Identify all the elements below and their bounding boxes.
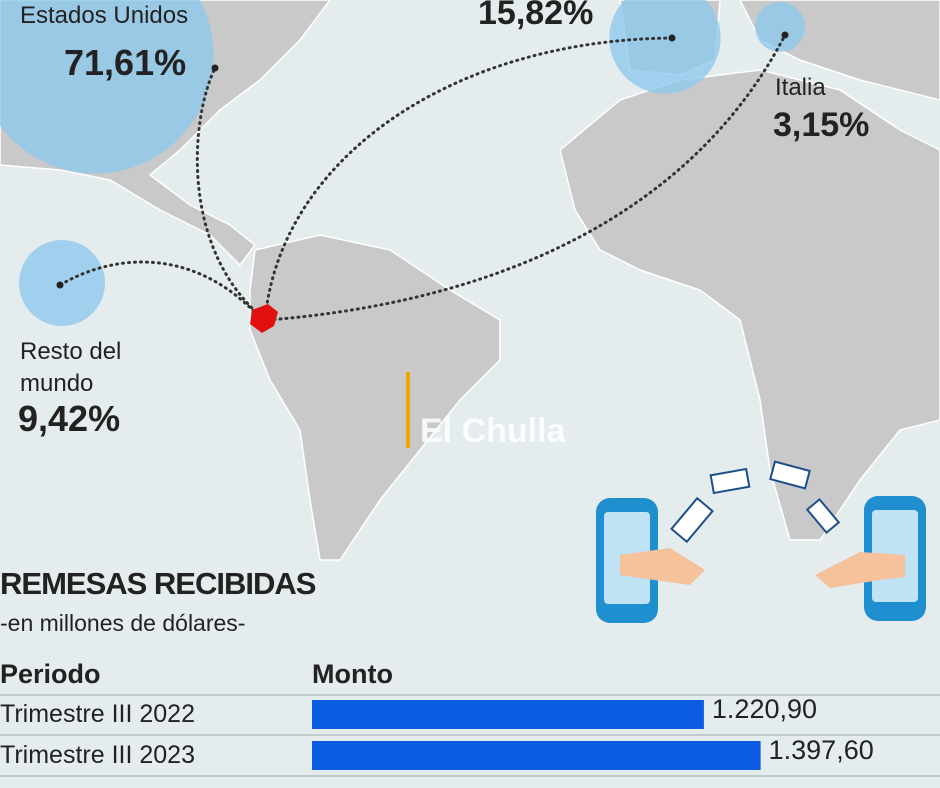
row-label: Trimestre III 2023 [0,741,195,769]
bubble-value: 3,15% [773,106,870,144]
row-label: Trimestre III 2022 [0,700,195,728]
chart-subtitle: -en millones de dólares- [0,610,246,636]
bubble-value: 71,61% [64,42,187,83]
bar-value: 1.397,60 [768,735,874,765]
bubble [755,2,805,52]
column-header: Monto [312,659,393,689]
bar-value: 1.220,90 [711,694,818,724]
bubble-dot [781,31,789,39]
bubble-name: Italia [775,74,826,101]
chart-title: REMESAS RECIBIDAS [0,566,316,601]
bubble-value: 9,42% [18,398,121,439]
watermark: El Chulla [420,412,567,450]
bubble-name: Estados Unidos [20,2,189,29]
bar [312,741,761,770]
bubble-dot [211,64,219,72]
bubble-dot [668,34,676,42]
bubble [609,0,721,94]
column-header: Periodo [0,659,101,689]
bubble-name: Resto del mundo [20,338,122,397]
phones [596,460,926,623]
bubble-dot [56,281,64,289]
bubble [0,0,214,174]
bubble-value: 15,82% [478,0,594,32]
ecuador [250,304,278,333]
bar [312,700,704,729]
flow-lines [58,33,787,322]
